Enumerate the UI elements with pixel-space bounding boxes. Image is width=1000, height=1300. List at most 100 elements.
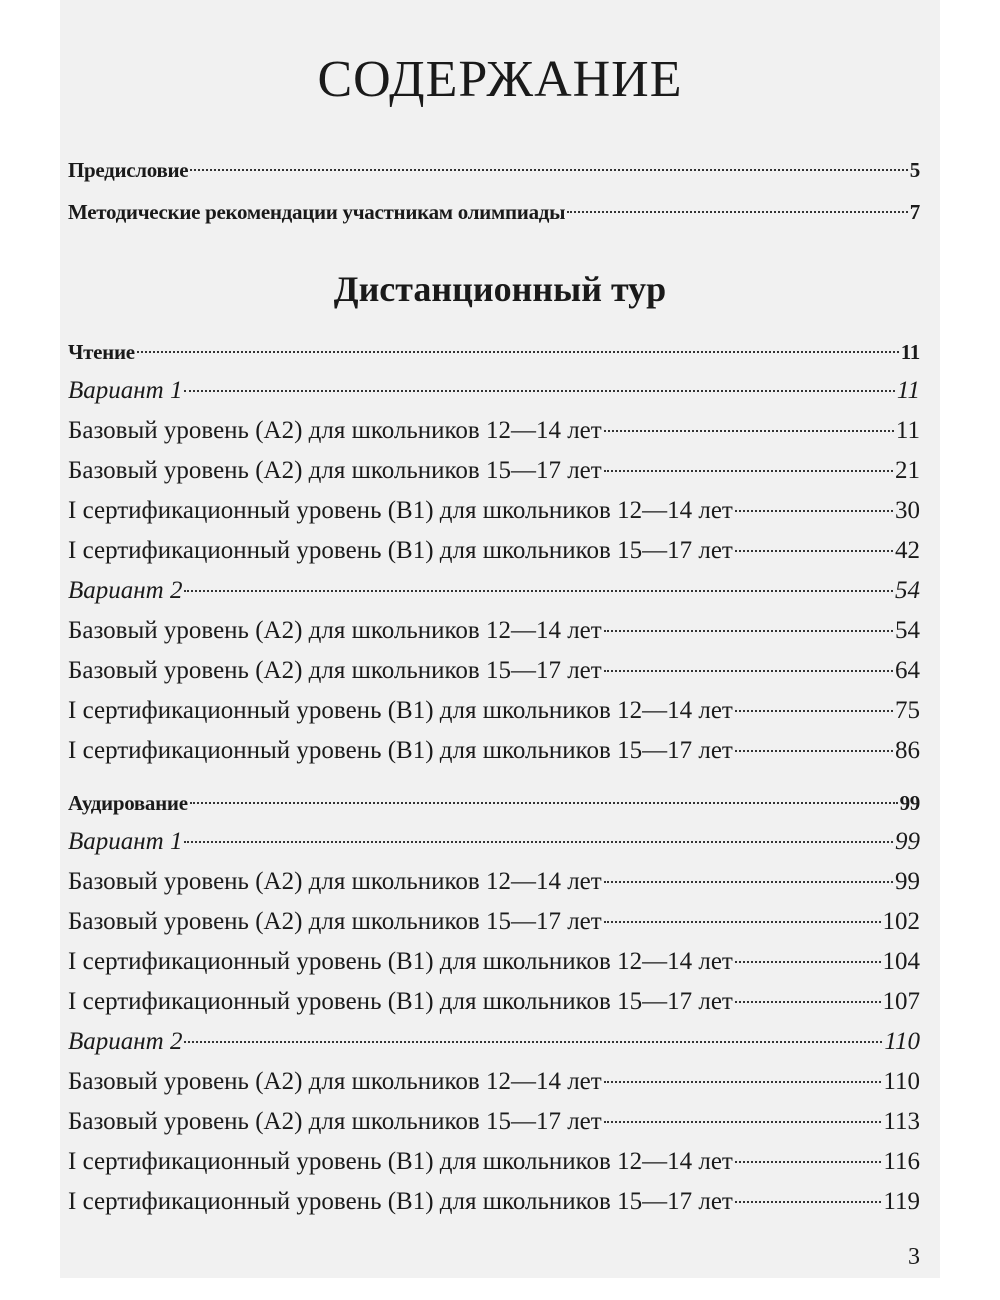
entry-page: 21 [895, 457, 920, 484]
entry-label: I сертификационный уровень (В1) для школ… [68, 697, 733, 724]
entry-page: 64 [895, 657, 920, 684]
entry-page: 7 [909, 200, 921, 224]
entry-label: Базовый уровень (А2) для школьников 15—1… [68, 908, 602, 935]
entry-page: 99 [895, 828, 920, 855]
toc-entry: Вариант 2 110 [68, 1027, 920, 1057]
entry-label: Методические рекомендации участникам оли… [68, 200, 566, 224]
entry-label: I сертификационный уровень (В1) для школ… [68, 497, 733, 524]
entry-page: 54 [895, 577, 920, 604]
dot-leader [603, 430, 894, 432]
book-page: СОДЕРЖАНИЕ Дистанционный тур 3 Предислов… [60, 0, 940, 1278]
toc-entry: I сертификационный уровень (В1) для школ… [68, 1187, 920, 1217]
toc-entry: Базовый уровень (А2) для школьников 15—1… [68, 656, 920, 686]
entry-label: Базовый уровень (А2) для школьников 15—1… [68, 1108, 602, 1135]
toc-entry: I сертификационный уровень (В1) для школ… [68, 496, 920, 526]
entry-label: I сертификационный уровень (В1) для школ… [68, 1188, 733, 1215]
toc-entry: I сертификационный уровень (В1) для школ… [68, 987, 920, 1017]
dot-leader [184, 1041, 883, 1043]
entry-label: Базовый уровень (А2) для школьников 12—1… [68, 1068, 602, 1095]
toc-entry: I сертификационный уровень (В1) для школ… [68, 696, 920, 726]
toc-entry: Вариант 1 11 [68, 376, 920, 406]
dot-leader [603, 921, 881, 923]
entry-page: 11 [896, 377, 920, 404]
dot-leader [603, 670, 893, 672]
entry-label: I сертификационный уровень (В1) для школ… [68, 948, 733, 975]
entry-page: 86 [895, 737, 920, 764]
toc-entry: Базовый уровень (А2) для школьников 15—1… [68, 907, 920, 937]
entry-page: 113 [883, 1108, 920, 1135]
entry-page: 5 [909, 158, 921, 182]
dot-leader [734, 961, 881, 963]
entry-label: Вариант 1 [68, 828, 183, 855]
entry-page: 54 [895, 617, 920, 644]
dot-leader [734, 1161, 882, 1163]
entry-label: Базовый уровень (А2) для школьников 15—1… [68, 457, 602, 484]
toc-entry: I сертификационный уровень (В1) для школ… [68, 736, 920, 766]
dot-leader [734, 510, 893, 512]
toc-entry: Базовый уровень (А2) для школьников 12—1… [68, 416, 920, 446]
entry-page: 11 [895, 417, 920, 444]
toc-entry: Вариант 2 54 [68, 576, 920, 606]
dot-leader [567, 211, 908, 213]
entry-label: I сертификационный уровень (В1) для школ… [68, 1148, 733, 1175]
dot-leader [190, 169, 908, 171]
section-heading: Чтение [68, 340, 135, 364]
entry-label: Вариант 2 [68, 577, 183, 604]
entry-page: 30 [895, 497, 920, 524]
dot-leader [184, 590, 893, 592]
dot-leader [734, 710, 893, 712]
dot-leader [603, 1121, 882, 1123]
dot-leader [189, 802, 898, 804]
dot-leader [184, 390, 895, 392]
entry-label: Базовый уровень (А2) для школьников 15—1… [68, 657, 602, 684]
toc-title: СОДЕРЖАНИЕ [317, 51, 683, 108]
toc-entry: Аудирование 99 [68, 788, 920, 818]
toc-entry: Базовый уровень (А2) для школьников 15—1… [68, 456, 920, 486]
dot-leader [734, 1001, 881, 1003]
part-title: Дистанционный тур [333, 269, 667, 309]
entry-page: 104 [882, 948, 921, 975]
entry-page: 99 [899, 791, 921, 815]
entry-label: Базовый уровень (А2) для школьников 12—1… [68, 417, 602, 444]
toc-entry: I сертификационный уровень (В1) для школ… [68, 536, 920, 566]
section-heading: Аудирование [68, 791, 188, 815]
toc-entry: Вариант 1 99 [68, 827, 920, 857]
entry-label: Вариант 1 [68, 377, 183, 404]
toc-entry: Базовый уровень (А2) для школьников 15—1… [68, 1107, 920, 1137]
toc-entry: Базовый уровень (А2) для школьников 12—1… [68, 867, 920, 897]
entry-page: 102 [882, 908, 921, 935]
toc-entry: Методические рекомендации участникам оли… [68, 197, 920, 227]
entry-page: 107 [882, 988, 921, 1015]
entry-page: 119 [883, 1188, 920, 1215]
entry-label: Предисловие [68, 158, 189, 182]
entry-page: 110 [884, 1028, 920, 1055]
page-number: 3 [908, 1244, 920, 1270]
dot-leader [603, 881, 893, 883]
entry-page: 42 [895, 537, 920, 564]
toc-entry: I сертификационный уровень (В1) для школ… [68, 947, 920, 977]
entry-label: I сертификационный уровень (В1) для школ… [68, 537, 733, 564]
dot-leader [184, 841, 893, 843]
dot-leader [136, 351, 899, 353]
dot-leader [734, 750, 893, 752]
toc-entry: Базовый уровень (А2) для школьников 12—1… [68, 1067, 920, 1097]
entry-page: 75 [895, 697, 920, 724]
entry-label: I сертификационный уровень (В1) для школ… [68, 988, 733, 1015]
entry-page: 110 [883, 1068, 920, 1095]
entry-label: I сертификационный уровень (В1) для школ… [68, 737, 733, 764]
entry-page: 116 [883, 1148, 920, 1175]
dot-leader [603, 470, 893, 472]
entry-page: 11 [900, 340, 921, 364]
dot-leader [734, 1201, 882, 1203]
dot-leader [603, 1081, 882, 1083]
toc-entry: Базовый уровень (А2) для школьников 12—1… [68, 616, 920, 646]
toc-entry: Чтение 11 [68, 337, 920, 367]
dot-leader [603, 630, 893, 632]
entry-label: Вариант 2 [68, 1028, 183, 1055]
toc-entry: Предисловие 5 [68, 155, 920, 185]
dot-leader [734, 550, 893, 552]
entry-label: Базовый уровень (А2) для школьников 12—1… [68, 617, 602, 644]
entry-page: 99 [895, 868, 920, 895]
entry-label: Базовый уровень (А2) для школьников 12—1… [68, 868, 602, 895]
